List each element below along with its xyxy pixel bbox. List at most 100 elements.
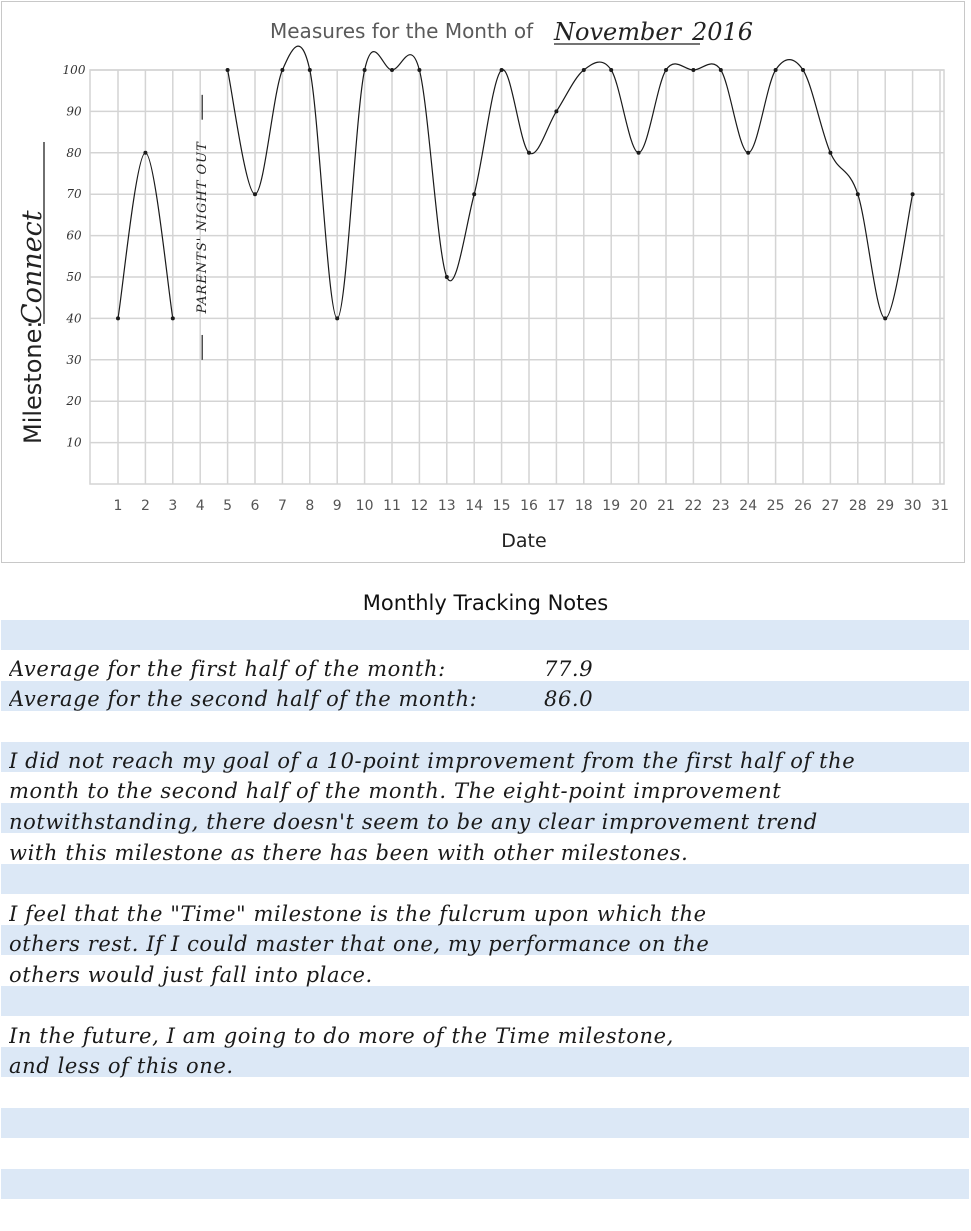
x-tick-label: 11	[383, 498, 401, 514]
x-tick-label: 2	[141, 498, 150, 514]
data-point	[280, 68, 285, 72]
x-tick-label: 27	[821, 498, 839, 514]
y-tick-label: 100	[63, 63, 86, 77]
data-point	[499, 68, 504, 72]
note-band	[1, 681, 969, 711]
note-line: with this milestone as there has been wi…	[9, 841, 689, 865]
x-tick-label: 7	[278, 498, 287, 514]
y-tick-label: 30	[66, 353, 82, 367]
x-tick-label: 4	[196, 498, 205, 514]
data-point	[801, 68, 805, 72]
data-point	[581, 68, 586, 72]
data-point	[417, 68, 422, 72]
note-band	[1, 925, 969, 955]
note-band	[1, 864, 969, 894]
data-point	[855, 192, 860, 197]
note-line: and less of this one.	[9, 1054, 234, 1078]
data-point	[746, 150, 751, 155]
x-tick-label: 1	[114, 498, 123, 514]
x-tick-label: 17	[547, 498, 565, 514]
data-point	[664, 68, 668, 72]
chart-grid	[89, 69, 945, 485]
y-tick-label: 80	[66, 146, 82, 160]
note-band	[1, 1108, 969, 1138]
notes-title: Monthly Tracking Notes	[362, 591, 609, 615]
ylabel-value: Connect	[17, 210, 48, 324]
x-tick-label: 6	[251, 498, 260, 514]
data-point	[472, 192, 477, 197]
note-band	[1, 986, 969, 1016]
data-point	[883, 316, 888, 321]
data-point	[116, 316, 120, 321]
y-tick-label: 70	[66, 187, 82, 201]
data-point	[636, 150, 641, 155]
note-line: others rest. If I could master that one,…	[9, 932, 710, 956]
x-tick-labels: 1 2 3 4 5 6 7 8 9 10 11 12 13 14 15 16 17 18 19 20 21 22 23 24 2…	[114, 498, 949, 514]
note-line: In the future, I am going to do more of …	[9, 1024, 674, 1048]
x-tick-label: 21	[657, 498, 675, 514]
x-tick-label: 8	[305, 498, 314, 514]
data-point	[718, 68, 723, 72]
x-tick-label: 5	[223, 498, 232, 514]
series-points	[116, 68, 915, 321]
x-tick-label: 14	[465, 498, 483, 514]
note-line: month to the second half of the month. T…	[9, 779, 782, 803]
data-point	[307, 68, 312, 72]
chart-annotation: PARENTS' NIGHT OUT	[195, 94, 210, 360]
data-point	[773, 68, 778, 72]
x-tick-label: 15	[493, 498, 511, 514]
x-tick-label: 22	[684, 498, 702, 514]
y-tick-labels: 10 20 30 40 50 60 70 80 90 100	[63, 63, 86, 450]
data-point	[691, 68, 696, 72]
x-tick-label: 16	[520, 498, 538, 514]
x-tick-label: 30	[904, 498, 922, 514]
data-point	[143, 150, 148, 155]
x-tick-label: 18	[575, 498, 593, 514]
note-line: others would just fall into place.	[9, 963, 373, 987]
y-tick-label: 10	[66, 436, 82, 450]
note-line: I did not reach my goal of a 10-point im…	[9, 749, 856, 773]
note-line: notwithstanding, there doesn't seem to b…	[9, 810, 818, 834]
data-point	[225, 68, 230, 72]
data-point	[444, 275, 449, 279]
title-month: November	[553, 18, 683, 46]
title-prefix: Measures for the Month of	[270, 19, 534, 43]
data-point	[554, 109, 559, 114]
avg-second-row: Average for the second half of the month…	[9, 684, 959, 714]
note-band	[1, 1169, 969, 1199]
avg-first-row: Average for the first half of the month:…	[9, 654, 959, 684]
data-point	[828, 150, 833, 155]
note-band	[1, 803, 969, 833]
data-point	[335, 316, 340, 321]
y-tick-label: 20	[65, 394, 82, 408]
avg-first-value: 77.9	[544, 657, 594, 681]
x-tick-label: 9	[333, 498, 342, 514]
ylabel-prefix: Milestone:	[19, 321, 47, 444]
y-axis-label: Milestone: Connect	[17, 142, 48, 444]
note-band	[1, 742, 969, 772]
chart-panel: Measures for the Month of November 2016 …	[1, 1, 965, 563]
note-band	[1, 620, 969, 650]
y-tick-label: 40	[65, 311, 82, 325]
x-tick-label: 20	[630, 498, 648, 514]
annotation-text: PARENTS' NIGHT OUT	[195, 141, 210, 315]
x-tick-label: 19	[602, 498, 620, 514]
title-year: 2016	[691, 18, 753, 46]
notes-area: Average for the first half of the month:…	[1, 620, 969, 1200]
data-point	[253, 192, 257, 197]
x-tick-label: 24	[739, 498, 757, 514]
x-tick-label: 25	[767, 498, 785, 514]
data-point	[527, 150, 531, 155]
data-point	[390, 68, 394, 72]
data-point	[362, 68, 367, 72]
data-point	[170, 316, 175, 321]
x-tick-label: 23	[712, 498, 730, 514]
avg-second-label: Average for the second half of the month…	[9, 687, 478, 711]
note-band	[1, 1047, 969, 1077]
x-tick-label: 28	[849, 498, 867, 514]
x-axis-label: Date	[501, 530, 546, 552]
x-tick-label: 13	[438, 498, 456, 514]
x-tick-label: 3	[168, 498, 177, 514]
y-tick-label: 90	[66, 104, 82, 118]
x-tick-label: 10	[356, 498, 374, 514]
